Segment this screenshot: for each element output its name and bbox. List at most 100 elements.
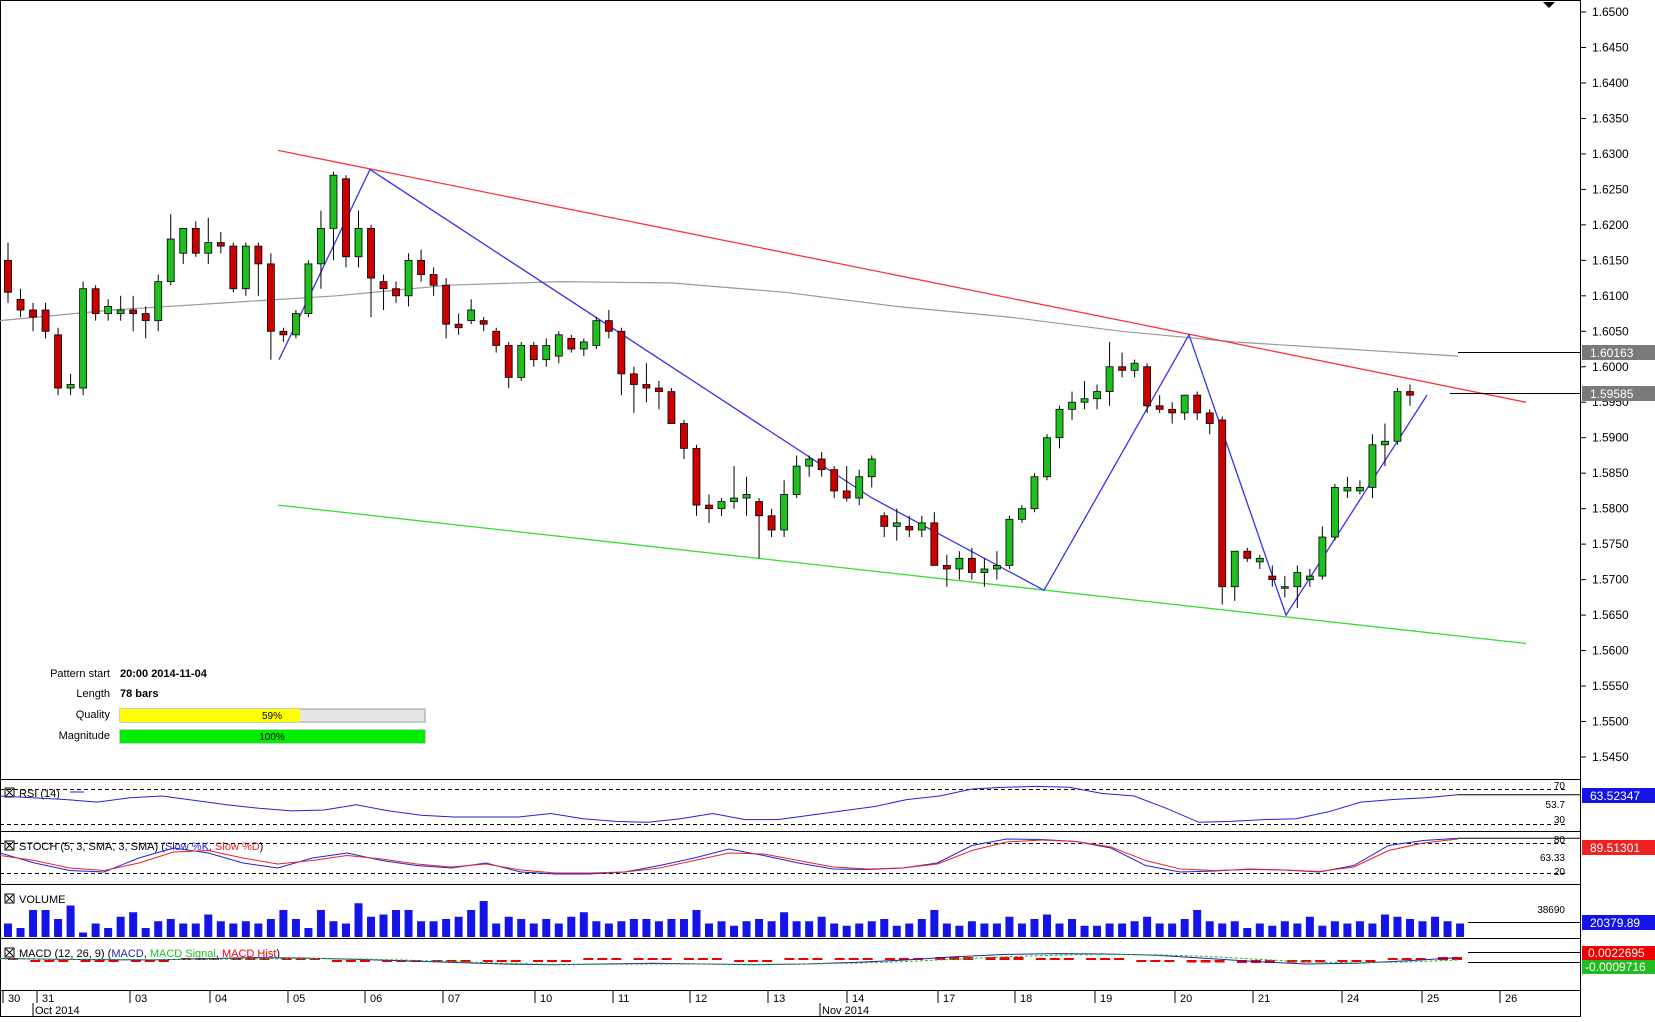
length-value: 78 bars (120, 688, 159, 700)
volume-bar (554, 923, 563, 937)
candle-body (141, 313, 150, 322)
macd-hist-bar (295, 958, 306, 960)
volume-bar (855, 923, 864, 937)
candle-body (792, 465, 801, 495)
macd-hist-bar (510, 960, 521, 962)
volume-bar (1418, 921, 1427, 937)
volume-bar (216, 921, 225, 937)
macd-signal-label: MACD Signal (150, 948, 216, 960)
macd-hist-bar (711, 958, 722, 960)
volume-bar (404, 910, 413, 937)
scroll-marker-icon[interactable] (1543, 2, 1555, 8)
volume-bar (942, 923, 951, 937)
volume-bar (642, 919, 651, 937)
candle-body (442, 284, 451, 325)
macd-hist-bar (1136, 960, 1147, 962)
candle-body (1205, 412, 1214, 424)
stoch-d-path (0, 838, 1459, 874)
candle-body (1243, 550, 1252, 559)
macd-label-sep1: , (144, 948, 150, 960)
candle-body (1193, 394, 1202, 414)
macd-hist-bar (1401, 958, 1412, 960)
price-tick-label: 1.5850 (1592, 466, 1629, 480)
macd-hist-bar (482, 960, 493, 962)
candle-body (629, 373, 638, 385)
volume-bar (1318, 925, 1327, 937)
macd-value-1: 0.0022695 (1588, 946, 1645, 960)
rsi-level-70: 70 (1554, 781, 1566, 792)
macd-hist-bar (1049, 958, 1060, 960)
macd-hist-bar (834, 958, 845, 960)
volume-bar (1230, 921, 1239, 937)
volume-bar (1118, 923, 1127, 937)
volume-bar (479, 901, 488, 937)
volume-bar (4, 923, 12, 937)
volume-bar (1380, 914, 1389, 937)
price-tick-label: 1.6050 (1592, 324, 1629, 338)
volume-bar (629, 919, 638, 937)
macd-hist-bar (633, 958, 644, 960)
ma-value-label: 1.60163 (1590, 346, 1634, 360)
macd-hist-bar (647, 958, 658, 960)
candle-body (705, 504, 713, 510)
volume-bar (967, 921, 976, 937)
volume-bar (730, 925, 739, 937)
price-tick-label: 1.6500 (1592, 5, 1629, 19)
candle-body (642, 384, 651, 389)
candle-body (1268, 575, 1277, 581)
volume-bar (1130, 921, 1139, 937)
candle-body (1005, 518, 1014, 566)
volume-bar (742, 921, 751, 937)
macd-hist-bar (1236, 960, 1247, 963)
stoch-value: 89.51301 (1590, 841, 1640, 855)
rsi-level-30: 30 (1554, 815, 1566, 826)
volume-bar (767, 921, 776, 937)
volume-bar (1305, 916, 1314, 937)
macd-hist-bar (1035, 958, 1046, 960)
macd-hist-bar (58, 960, 69, 962)
day-tick-label: 14 (852, 993, 864, 1005)
macd-hist-bar (359, 960, 370, 962)
macd-hist-bar (561, 960, 572, 962)
volume-bar (104, 928, 113, 937)
volume-bar (341, 923, 350, 937)
candle-body (216, 242, 225, 247)
volume-bar (1431, 916, 1440, 937)
pattern-start-label: Pattern start (50, 668, 110, 680)
candle-body (1118, 366, 1126, 371)
candle-body (379, 281, 388, 290)
stoch-level-80: 80 (1554, 835, 1566, 846)
volume-bar (1080, 925, 1089, 937)
candle-body (617, 330, 626, 375)
candle-body (867, 458, 876, 478)
macd-hist-bar (1351, 960, 1362, 962)
day-tick-label: 06 (370, 993, 382, 1005)
candle-body (1068, 401, 1076, 410)
price-tick-label: 1.6000 (1592, 360, 1629, 374)
volume-label: VOLUME (19, 894, 65, 906)
day-tick-label: 18 (1020, 993, 1032, 1005)
candle-body (980, 568, 989, 573)
stoch-level-mid: 63.33 (1540, 853, 1565, 864)
ma-value-tag (1582, 345, 1655, 360)
volume-bar (1268, 925, 1277, 937)
macd-hist-bar (80, 960, 91, 962)
macd-value-tag-2 (1582, 960, 1655, 974)
macd-hist-bar (1013, 957, 1024, 960)
macd-hist-bar (460, 960, 471, 962)
volume-bar (667, 919, 676, 937)
candle-body (817, 458, 826, 471)
volume-bar (717, 921, 726, 937)
macd-hist-bar (144, 960, 155, 962)
candle-body (1381, 440, 1389, 446)
candle-body (554, 334, 563, 357)
candle-body (479, 320, 488, 325)
macd-hist-bar (1086, 958, 1097, 960)
price-tick-label: 1.6200 (1592, 218, 1629, 232)
candle-body (805, 458, 814, 467)
candle-body (279, 330, 288, 336)
volume-bar (1168, 923, 1177, 937)
volume-bar (792, 921, 801, 937)
